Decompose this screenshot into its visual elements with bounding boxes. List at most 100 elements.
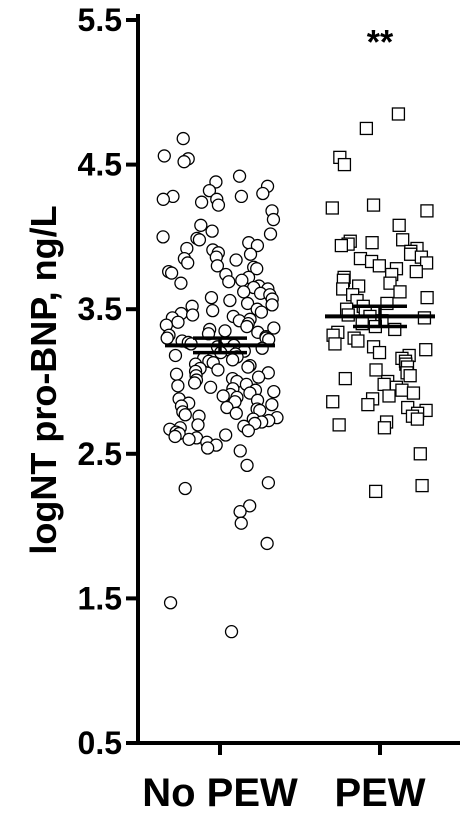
data-point [243,247,258,261]
data-point [241,360,255,374]
data-point [241,424,255,438]
data-point [420,204,434,218]
data-point [250,262,264,276]
data-point [164,266,179,280]
data-point [420,290,434,305]
data-point [182,432,196,446]
data-point [176,131,190,146]
data-point [393,285,407,299]
data-point [191,418,205,432]
data-point [240,319,254,334]
data-point [338,371,352,386]
data-point [265,298,279,312]
plot-area: ** [156,24,435,639]
data-point [395,383,409,397]
data-point [223,293,237,308]
data-point [157,149,171,163]
data-point [263,227,278,241]
data-point [366,198,381,212]
data-point [256,186,270,201]
axes: 0.5 1.5 2.5 3.5 4.5 5.5 No PEW PEW [78,2,460,813]
data-point [201,441,215,455]
data-point [326,395,340,409]
y-tick-label: 4.5 [78,147,122,183]
y-axis-title: logNT pro-BNP, ng/L [23,205,64,554]
data-point [211,198,226,212]
data-point [237,285,251,299]
data-point [174,276,188,290]
data-point [409,264,423,279]
y-tick-label: 2.5 [78,436,122,472]
data-point [377,377,391,392]
data-point [260,536,274,551]
y-tick-label: 5.5 [78,2,122,38]
data-point [266,212,281,227]
data-point [163,596,178,610]
data-point [351,334,365,348]
data-point [203,380,218,394]
data-point [171,379,185,393]
data-point [233,444,247,458]
data-point [267,384,281,399]
data-point [205,224,219,238]
data-point [218,324,232,338]
data-point [210,259,225,273]
data-point [240,296,255,311]
data-point [392,218,406,232]
data-point [224,625,239,639]
data-point [240,458,254,473]
y-tick-label: 3.5 [78,291,122,327]
data-point [225,353,240,367]
data-point [194,218,208,232]
data-point [382,389,396,403]
data-point [261,476,276,490]
data-point [328,337,342,351]
data-point [233,504,247,519]
data-point [209,175,223,189]
data-point [169,367,184,381]
data-point [332,418,346,432]
data-point [415,478,429,493]
data-point [204,290,219,305]
data-point [229,406,243,420]
data-point [168,429,182,444]
data-point [211,363,225,377]
data-point [325,201,339,215]
x-tick-label: No PEW [142,771,298,813]
data-point [406,386,421,400]
x-tick-label: PEW [334,771,425,813]
data-point [168,348,183,363]
data-point [361,397,375,412]
series-0 [156,131,284,639]
data-point [254,305,269,319]
y-tick-label: 1.5 [78,580,122,616]
series-1 [325,107,435,499]
data-point [337,157,352,172]
data-point [377,421,392,435]
data-point [353,251,368,266]
data-point [206,303,220,318]
data-point [216,389,230,403]
data-point [185,308,200,322]
data-point [177,155,191,169]
data-point [383,276,397,290]
data-point [391,107,406,121]
data-point [219,428,233,442]
data-point [178,481,192,496]
data-point [156,192,170,206]
data-point [171,315,185,329]
data-point [234,189,249,204]
data-point [396,233,410,247]
data-point [251,370,266,384]
data-point [267,321,281,335]
data-point [222,275,236,289]
data-point [365,236,379,250]
data-point [413,447,427,461]
data-point [220,400,234,415]
significance-annotation: ** [367,24,394,62]
data-point [181,256,195,270]
data-point [229,253,243,267]
data-point [265,397,279,412]
data-point [160,331,174,345]
